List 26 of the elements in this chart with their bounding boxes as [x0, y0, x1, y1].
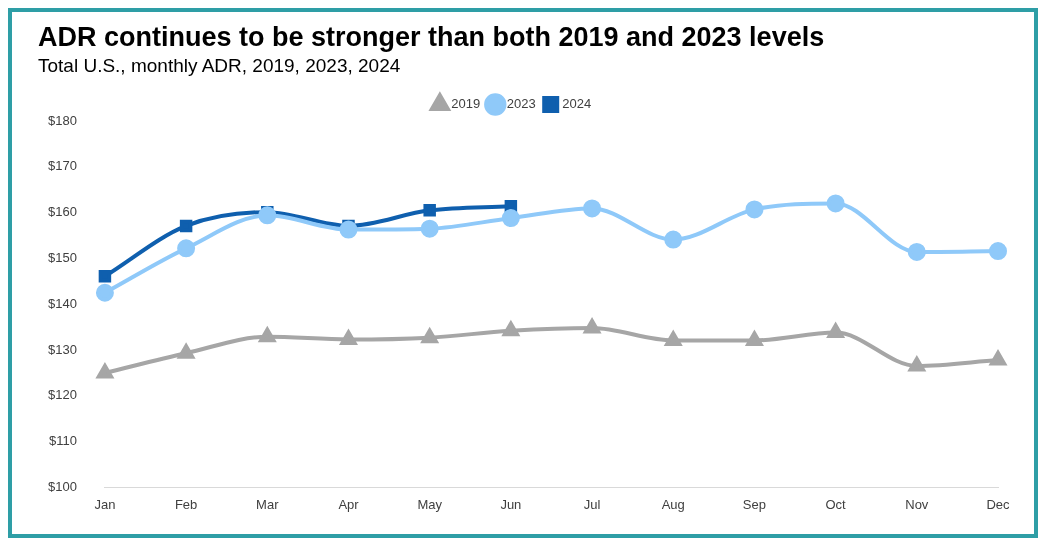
x-tick-label: Jun — [500, 496, 522, 512]
x-tick-label: Sep — [742, 496, 766, 512]
legend-label: 2019 — [451, 96, 481, 112]
x-tick-label: Mar — [256, 496, 280, 512]
y-tick-label: $100 — [48, 478, 77, 494]
legend-label: 2023 — [506, 96, 536, 112]
x-tick-label: Oct — [825, 496, 847, 512]
y-tick-label: $140 — [48, 295, 77, 311]
chart-title: ADR continues to be stronger than both 2019 and 2023 levels — [38, 22, 826, 53]
x-tick-label: Jul — [583, 496, 601, 512]
y-tick-label: $160 — [48, 204, 77, 220]
y-tick-label: $170 — [48, 158, 77, 174]
x-tick-label: Feb — [174, 496, 198, 512]
y-tick-label: $120 — [48, 387, 77, 403]
chart-subtitle: Total U.S., monthly ADR, 2019, 2023, 2024 — [38, 55, 402, 77]
x-tick-label: Nov — [905, 496, 929, 512]
legend-label: 2024 — [562, 96, 592, 112]
x-tick-label: Aug — [661, 496, 685, 512]
x-tick-label: May — [417, 496, 443, 512]
y-tick-label: $150 — [48, 249, 77, 265]
y-tick-label: $110 — [48, 433, 77, 449]
y-tick-label: $180 — [48, 112, 77, 128]
x-tick-label: Dec — [986, 496, 1011, 512]
y-tick-label: $130 — [48, 341, 77, 357]
x-tick-label: Jan — [94, 496, 116, 512]
x-tick-label: Apr — [338, 496, 360, 512]
